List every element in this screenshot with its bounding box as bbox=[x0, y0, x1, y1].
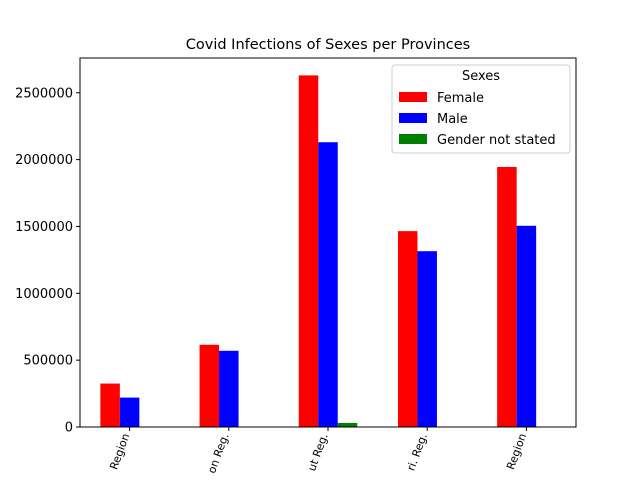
bar-female-0 bbox=[100, 383, 120, 427]
y-tick-label-2: 1000000 bbox=[15, 287, 73, 302]
chart-title: Covid Infections of Sexes per Provinces bbox=[186, 37, 470, 53]
y-tick-label-5: 2500000 bbox=[15, 86, 73, 101]
bar-female-3 bbox=[397, 231, 418, 427]
bar-male-2 bbox=[318, 142, 338, 427]
legend-title: Sexes bbox=[462, 69, 500, 84]
bar-gender-not-stated-2 bbox=[337, 422, 358, 427]
legend-swatch-1 bbox=[399, 113, 427, 123]
bar-female-2 bbox=[298, 75, 319, 427]
x-tick-label-0: Region bbox=[107, 432, 132, 472]
legend-label-2: Gender not stated bbox=[437, 133, 556, 148]
x-tick-label-2: ut Reg. bbox=[305, 432, 331, 473]
x-tick-label-4: Region bbox=[504, 432, 529, 472]
x-tick-label-3: ri. Reg. bbox=[404, 432, 430, 473]
bar-male-4 bbox=[516, 225, 537, 427]
bars-group bbox=[100, 75, 537, 427]
y-tick-label-0: 0 bbox=[65, 421, 73, 436]
y-tick-label-3: 1500000 bbox=[15, 220, 73, 235]
legend-swatch-0 bbox=[399, 92, 427, 102]
y-tick-label-1: 500000 bbox=[23, 354, 73, 369]
legend-swatch-2 bbox=[399, 134, 427, 144]
y-tick-label-4: 2000000 bbox=[15, 153, 73, 168]
bar-female-4 bbox=[497, 166, 517, 427]
x-tick-label-1: on Reg. bbox=[205, 432, 231, 476]
bar-female-1 bbox=[199, 344, 220, 427]
legend: Sexes Female Male Gender not stated bbox=[391, 64, 571, 154]
legend-label-0: Female bbox=[437, 91, 484, 106]
bar-male-3 bbox=[417, 251, 437, 427]
legend-box bbox=[391, 64, 571, 154]
bar-male-0 bbox=[119, 397, 140, 427]
legend-label-1: Male bbox=[437, 112, 468, 127]
bar-male-1 bbox=[219, 350, 239, 427]
